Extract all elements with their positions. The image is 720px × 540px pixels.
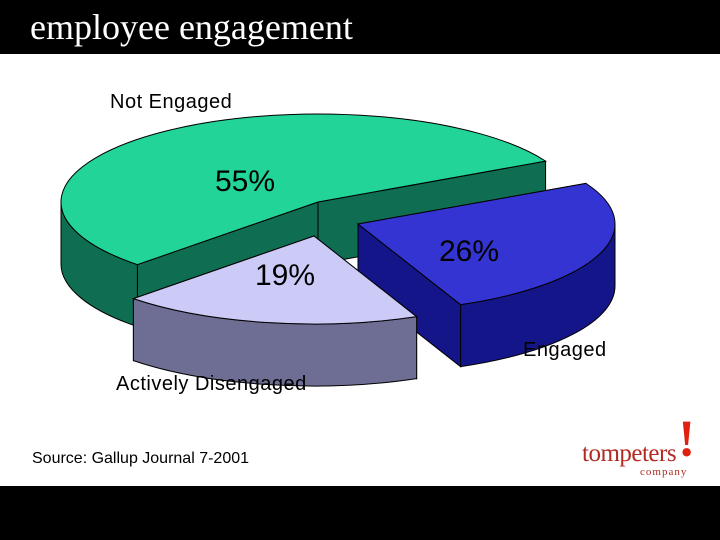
company-logo: tompeters ! company (582, 414, 702, 482)
label-not-engaged: Not Engaged (110, 91, 233, 113)
slide-title: employee engagement (30, 7, 353, 47)
logo-wordmark: tompeters (582, 440, 677, 467)
pie-chart (60, 113, 616, 387)
exclamation-icon: ! (678, 411, 696, 468)
slice-actively-disengaged (131, 235, 418, 325)
value-label-not-engaged: 55% (215, 165, 276, 198)
slice-not-engaged (60, 113, 547, 266)
value-label-engaged: 26% (439, 235, 500, 268)
label-actively-disengaged: Actively Disengaged (116, 373, 307, 395)
slice-engaged (356, 182, 616, 306)
footer-bar (0, 486, 720, 540)
label-engaged: Engaged (523, 339, 607, 361)
slide-body: Not Engaged Engaged Actively Disengaged … (0, 54, 720, 486)
logo-subtext: company (640, 466, 688, 478)
value-label-actively-disengaged: 19% (255, 259, 316, 292)
source-note: Source: Gallup Journal 7-2001 (32, 450, 250, 467)
title-bar: employee engagement (0, 0, 720, 54)
